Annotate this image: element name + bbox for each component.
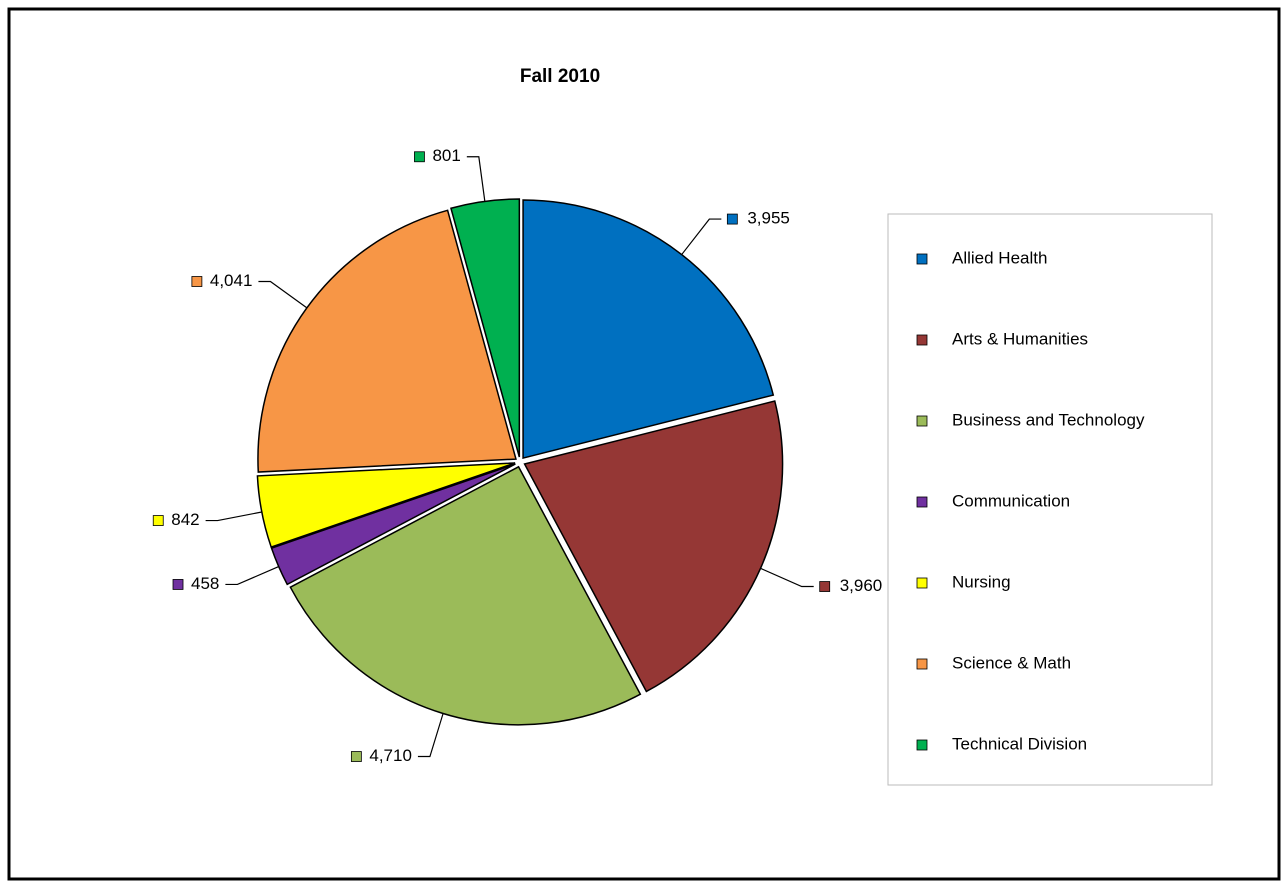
- legend-key: [916, 577, 928, 589]
- data-label: 3,955: [747, 209, 790, 228]
- legend-label: Communication: [952, 491, 1070, 510]
- data-label-key: [152, 515, 164, 526]
- data-label-key: [414, 151, 425, 163]
- data-label-key: [350, 751, 362, 762]
- pie-slice: [450, 198, 521, 458]
- chart-title: Fall 2010: [520, 66, 600, 87]
- legend-label: Allied Health: [952, 248, 1047, 267]
- data-label-key: [172, 579, 184, 590]
- legend-key: [916, 415, 928, 427]
- legend-label: Arts & Humanities: [952, 329, 1088, 348]
- legend-label: Technical Division: [952, 734, 1087, 753]
- legend-key: [916, 253, 928, 265]
- leader-line: [258, 280, 308, 309]
- data-label: 458: [191, 574, 219, 593]
- leader-line: [417, 713, 444, 758]
- legend-key: [916, 496, 928, 508]
- legend-key: [916, 739, 928, 751]
- leader-line: [205, 511, 262, 522]
- leader-line: [225, 566, 279, 586]
- data-label-key: [819, 581, 831, 592]
- data-label-key: [191, 276, 203, 287]
- pie-slice: [523, 400, 784, 693]
- leader-line: [681, 218, 722, 255]
- pie-slice: [257, 209, 517, 473]
- legend-box: [887, 213, 1213, 786]
- leader-line: [760, 567, 814, 588]
- legend-key: [916, 334, 928, 346]
- legend-label: Nursing: [952, 572, 1011, 591]
- legend-key: [916, 658, 928, 670]
- leader-line: [466, 156, 486, 202]
- data-label: 4,041: [210, 271, 253, 290]
- data-label: 4,710: [369, 746, 412, 765]
- legend-label: Business and Technology: [952, 410, 1145, 429]
- pie-slice: [289, 465, 642, 726]
- legend-label: Science & Math: [952, 653, 1071, 672]
- data-label-key: [726, 213, 738, 225]
- pie-slice: [256, 462, 516, 549]
- data-label: 3,960: [840, 576, 883, 595]
- data-label: 801: [432, 146, 460, 165]
- data-label: 842: [171, 510, 199, 529]
